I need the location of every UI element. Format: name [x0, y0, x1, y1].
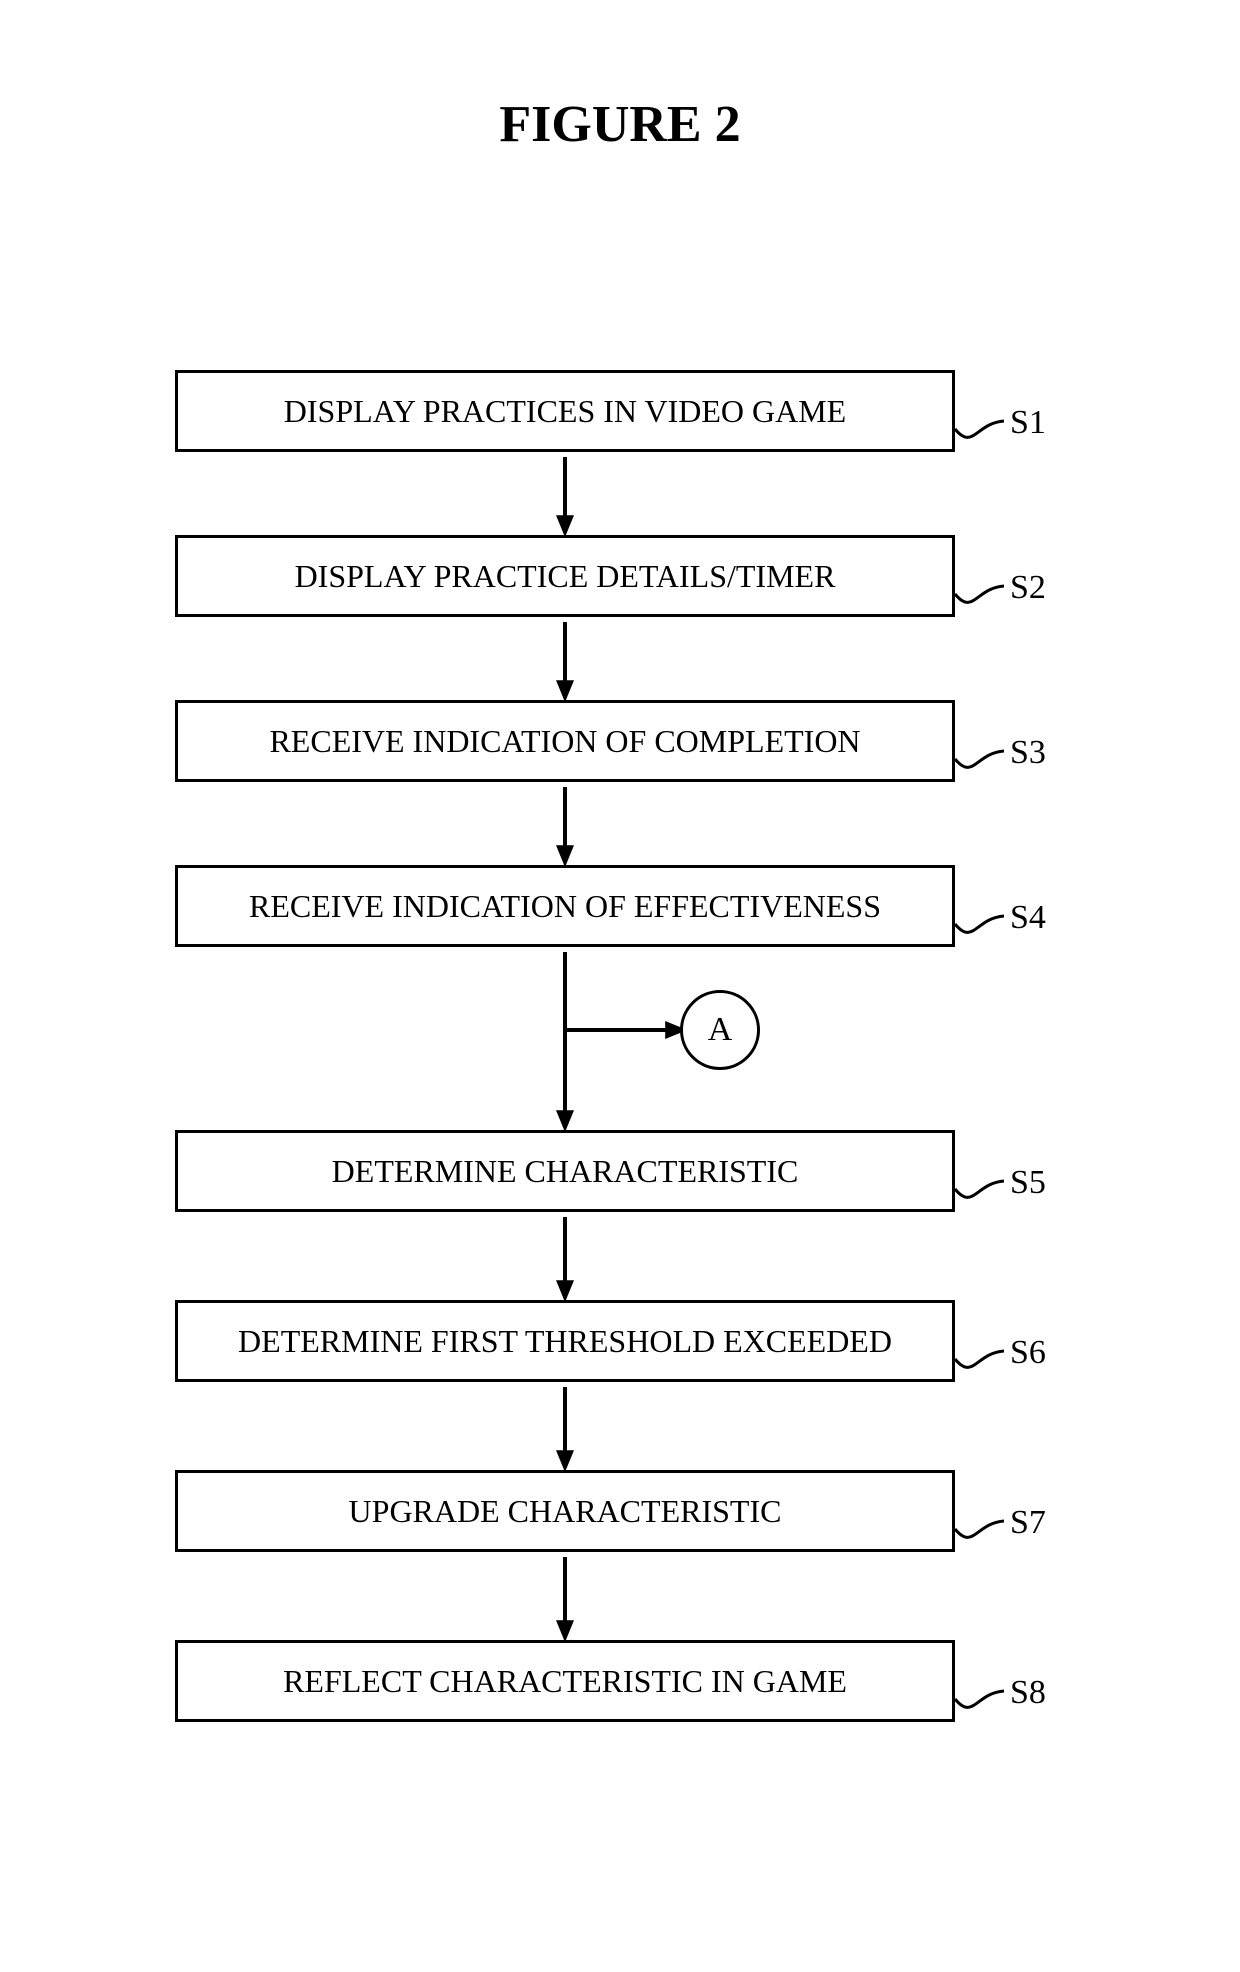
arrow-branch-to-A [0, 0, 1240, 1972]
connector-node-label: A [708, 1011, 733, 1049]
connector-node-a: A [680, 990, 760, 1070]
